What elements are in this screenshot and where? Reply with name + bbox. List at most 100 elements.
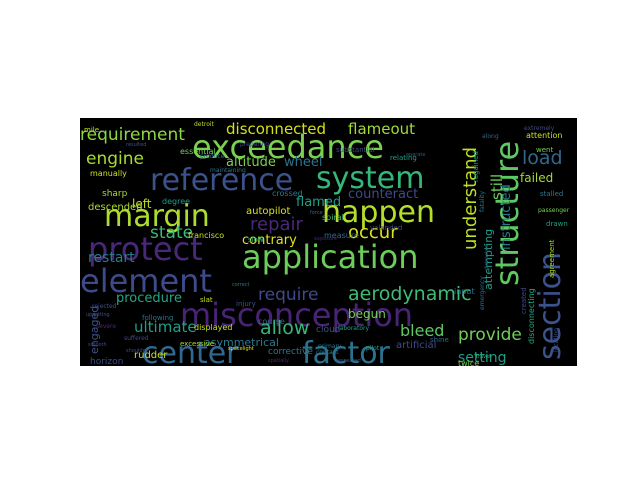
word-horizon: horizon (90, 357, 123, 366)
word-suffered: suffered (124, 335, 149, 342)
word-twice: twice (458, 359, 479, 366)
word-attempting: attempting (482, 229, 495, 290)
word-fatality: fatality (479, 190, 486, 212)
word-require: require (258, 285, 318, 305)
word-begun: begun (348, 307, 386, 321)
word-force: force (310, 210, 323, 216)
word-substantial: substantial (336, 146, 375, 154)
word-shine: shine (430, 336, 449, 344)
word-along: along (482, 133, 499, 140)
word-altitude: altitude (226, 155, 276, 170)
word-aerodynamic: aerodynamic (348, 283, 472, 305)
word-happen: happen (322, 195, 435, 230)
word-slow: slow (248, 236, 264, 244)
word-occur: occur (348, 222, 398, 243)
word-course: course (258, 317, 285, 326)
word-respected: respected (336, 358, 361, 364)
word-center: center (142, 336, 239, 366)
word-exposure: exposure (314, 236, 337, 242)
word-injury: injury (236, 300, 256, 308)
word-went: went (536, 146, 553, 154)
word-load: load (522, 147, 563, 169)
word-asymmetrical: asymmetrical (204, 336, 279, 349)
word-requirement: requirement (80, 125, 185, 145)
word-flameout: flameout (348, 120, 415, 138)
word-state: state (150, 223, 193, 243)
word-laboratory: laboratory (338, 325, 369, 332)
word-degree: degree (162, 197, 190, 206)
word-reference: reference (150, 163, 293, 198)
word-resulted: resulted (126, 142, 146, 148)
word-protect: protect (88, 230, 203, 268)
word-left: left (132, 197, 152, 211)
word-corrective: corrective (268, 347, 313, 357)
word-crossed: crossed (272, 189, 303, 198)
word-contact: contact (316, 349, 339, 356)
word-margin: margin (104, 199, 210, 234)
word-extremely: extremely (524, 125, 555, 132)
word-produce: produce (200, 153, 225, 160)
word-ultimate: ultimate (134, 318, 197, 336)
word-procedure: procedure (116, 291, 182, 306)
word-instructed: instructed (499, 184, 514, 250)
word-distracted: distracted (484, 245, 490, 270)
word-excessive: excessive (180, 340, 214, 348)
word-allow: allow (260, 317, 309, 339)
word-understand: understand (460, 147, 481, 250)
word-descended: descended (88, 202, 143, 213)
word-upsetting: upsetting (86, 312, 110, 318)
word-following: following (142, 314, 173, 322)
word-attention: attention (526, 131, 563, 140)
word-spatially: spatially (268, 358, 289, 364)
word-maintaining: maintaining (210, 167, 246, 174)
word-severe: severe (96, 323, 116, 330)
word-displayed: displayed (194, 323, 232, 332)
word-agreement: agreement (548, 239, 556, 278)
word-locating: locating (553, 328, 560, 352)
word-artificial: artificial (396, 340, 436, 351)
word-cloud: exceedance reference system margin happen pro… (80, 118, 577, 366)
word-element: element (80, 262, 212, 300)
word-structure: structure (488, 141, 526, 286)
word-primary: primary (318, 343, 342, 350)
word-stalled: stalled (540, 190, 563, 198)
word-slat: slat (200, 296, 213, 304)
word-correct: correct (232, 282, 250, 288)
word-provide: provide (458, 325, 522, 345)
word-detroit: detroit (194, 121, 215, 128)
word-passenger: passenger (538, 207, 570, 214)
word-drawn: drawn (546, 220, 568, 228)
word-created: created (520, 287, 528, 314)
word-shoulder: shoulder (126, 348, 149, 354)
word-misconception: misconception (180, 296, 413, 334)
word-francisco: francisco (188, 231, 224, 240)
word-contrary: contrary (242, 233, 297, 248)
word-setting: setting (458, 350, 507, 366)
word-input: input (454, 287, 475, 296)
word-spiral: spiral (322, 213, 344, 222)
word-pilot: pilot (366, 345, 380, 352)
word-still: still (488, 174, 506, 200)
word-travel: travel (476, 354, 491, 360)
word-engaged: engaged (88, 306, 101, 354)
word-manually: manually (90, 169, 127, 178)
word-system: system (316, 161, 424, 196)
word-application: application (242, 238, 419, 276)
word-essential: essential (180, 147, 216, 156)
word-regained: regained (472, 151, 480, 182)
word-disconnected: disconnected (226, 120, 326, 138)
word-valanded: valanded (370, 224, 402, 232)
word-smooth: smooth (88, 342, 107, 348)
word-spacelight: spacelight (228, 346, 254, 352)
word-emergency: emergency (479, 276, 486, 310)
word-factor: factor (302, 336, 391, 366)
word-preparing: preparing (240, 141, 269, 148)
word-operate: operate (406, 152, 425, 158)
word-disconnecting: disconnecting (527, 288, 536, 344)
word-rejected: rejected (92, 303, 117, 310)
word-flamed: flamed (296, 195, 341, 210)
word-bleed: bleed (400, 321, 444, 340)
word-engine: engine (86, 149, 144, 169)
word-counteract: counteract (348, 187, 418, 202)
